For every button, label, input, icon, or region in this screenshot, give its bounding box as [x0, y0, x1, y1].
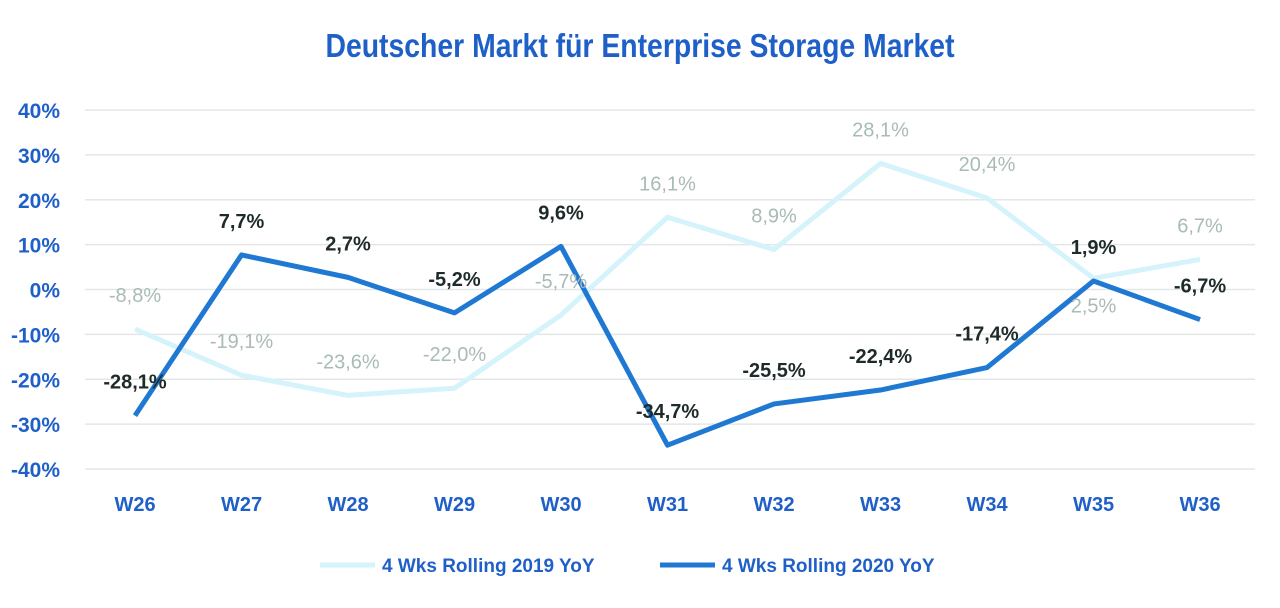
x-tick-label: W30: [540, 494, 581, 516]
legend-item-2: 4 Wks Rolling 2020 YoY: [660, 556, 935, 577]
chart-title: Deutscher Markt für Enterprise Storage M…: [325, 27, 954, 65]
data-label: -22,0%: [423, 344, 487, 366]
data-label: 2,5%: [1071, 295, 1117, 317]
y-tick-label: -10%: [11, 324, 60, 347]
data-label: 1,9%: [1071, 237, 1117, 259]
x-tick-label: W26: [114, 494, 155, 516]
y-tick-label: 0%: [30, 280, 61, 303]
data-label: -17,4%: [955, 324, 1019, 346]
data-label: -8,8%: [109, 285, 161, 307]
y-tick-label: -30%: [11, 414, 60, 437]
legend: 4 Wks Rolling 2019 YoY 4 Wks Rolling 2020…: [320, 556, 935, 577]
x-tick-label: W32: [753, 494, 794, 516]
x-tick-label: W27: [221, 494, 262, 516]
data-label: -19,1%: [210, 331, 274, 353]
data-label: 20,4%: [959, 154, 1016, 176]
data-label: -5,2%: [428, 269, 480, 291]
x-tick-label: W31: [647, 494, 688, 516]
x-tick-label: W29: [434, 494, 475, 516]
y-tick-label: 20%: [18, 190, 60, 213]
x-tick-label: W36: [1179, 494, 1220, 516]
x-tick-label: W33: [860, 494, 901, 516]
y-tick-label: 40%: [18, 100, 60, 123]
data-label: -25,5%: [742, 360, 806, 382]
data-label: -22,4%: [849, 346, 913, 368]
data-labels: -8,8% -19,1% -23,6% -22,0% -5,7% 16,1% 8,9% 28,…: [103, 119, 1226, 423]
data-label: 16,1%: [639, 173, 696, 195]
data-label: 2,7%: [325, 233, 371, 255]
data-label: -23,6%: [316, 351, 380, 373]
data-label: 9,6%: [538, 202, 584, 224]
y-tick-label: 10%: [18, 235, 60, 258]
x-axis: W26 W27 W28 W29 W30 W31 W32 W33 W34 W35 W36: [114, 494, 1220, 516]
x-tick-label: W34: [966, 494, 1008, 516]
legend-item-1: 4 Wks Rolling 2019 YoY: [320, 556, 595, 577]
legend-label: 4 Wks Rolling 2019 YoY: [382, 556, 595, 577]
data-label: 28,1%: [852, 119, 909, 141]
y-tick-label: -40%: [11, 459, 60, 482]
y-tick-label: 30%: [18, 145, 60, 168]
data-label: 7,7%: [219, 211, 265, 233]
data-label: -5,7%: [535, 271, 587, 293]
data-label: -28,1%: [103, 372, 167, 394]
y-tick-label: -20%: [11, 369, 60, 392]
x-tick-label: W35: [1073, 494, 1114, 516]
data-label: 8,9%: [751, 206, 797, 228]
data-label: -6,7%: [1174, 276, 1226, 298]
series-line-1: [135, 163, 1200, 395]
y-axis: 40% 30% 20% 10% 0% -10% -20% -30% -40%: [11, 100, 60, 482]
legend-label: 4 Wks Rolling 2020 YoY: [722, 556, 935, 577]
data-label: 6,7%: [1177, 215, 1223, 237]
data-label: -34,7%: [636, 401, 700, 423]
x-tick-label: W28: [327, 494, 368, 516]
